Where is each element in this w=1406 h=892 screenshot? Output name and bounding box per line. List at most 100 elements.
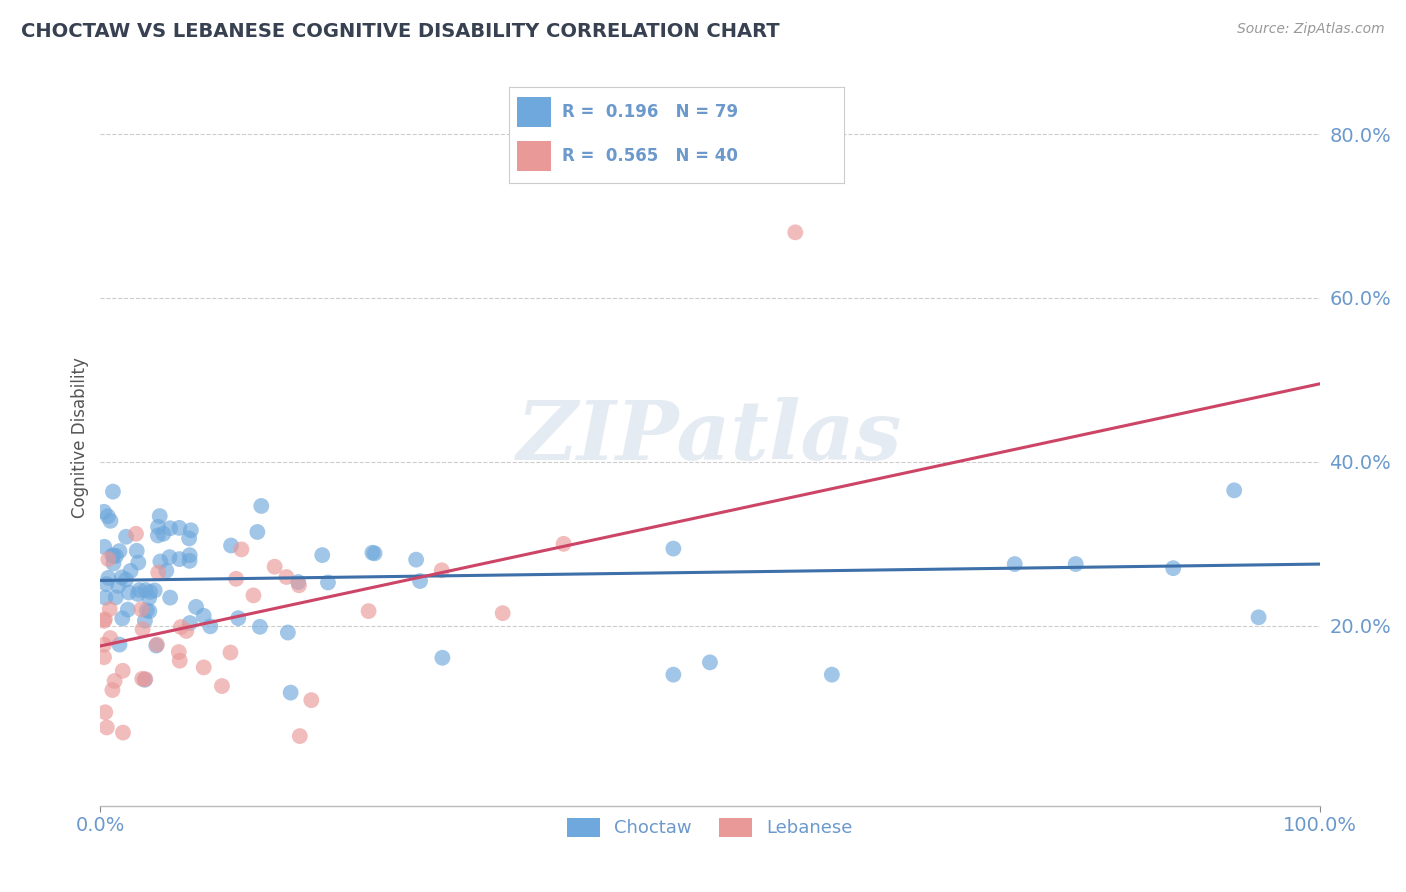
Point	[97, 571, 120, 585]
Point	[287, 575, 309, 590]
Point	[169, 552, 191, 566]
Point	[125, 526, 148, 541]
Point	[1004, 557, 1026, 571]
Point	[98, 631, 121, 645]
Point	[115, 573, 138, 587]
Point	[146, 520, 169, 534]
Point	[98, 602, 121, 616]
Point	[148, 566, 170, 580]
Point	[225, 572, 247, 586]
Point	[179, 548, 201, 562]
Point	[170, 620, 193, 634]
Point	[131, 622, 153, 636]
Point	[363, 546, 385, 560]
Point	[97, 509, 120, 524]
Point	[115, 530, 138, 544]
Point	[405, 552, 427, 566]
Point	[180, 523, 202, 537]
Point	[288, 729, 311, 743]
Point	[128, 583, 150, 598]
Point	[159, 591, 181, 605]
Point	[263, 559, 285, 574]
Point	[276, 570, 298, 584]
Point	[1161, 561, 1184, 575]
Point	[134, 614, 156, 628]
Point	[135, 582, 157, 597]
Point	[179, 532, 201, 546]
Point	[242, 588, 264, 602]
Point	[249, 620, 271, 634]
Point	[94, 612, 117, 626]
Point	[104, 591, 127, 605]
Point	[193, 608, 215, 623]
Point	[111, 570, 134, 584]
Point	[146, 528, 169, 542]
Point	[101, 683, 124, 698]
Point	[246, 524, 269, 539]
Point	[135, 603, 157, 617]
Point	[111, 664, 134, 678]
Point	[280, 685, 302, 699]
Text: ZIPatlas: ZIPatlas	[517, 397, 903, 477]
Point	[662, 667, 685, 681]
Y-axis label: Cognitive Disability: Cognitive Disability	[72, 357, 89, 517]
Point	[361, 546, 384, 560]
Point	[167, 645, 190, 659]
Point	[103, 549, 125, 563]
Point	[120, 564, 142, 578]
Point	[155, 564, 177, 578]
Point	[104, 549, 127, 563]
Point	[138, 591, 160, 605]
Point	[107, 579, 129, 593]
Point	[101, 484, 124, 499]
Point	[1247, 610, 1270, 624]
Point	[143, 583, 166, 598]
Point	[357, 604, 380, 618]
Point	[103, 557, 125, 571]
Point	[1064, 557, 1087, 571]
Point	[138, 604, 160, 618]
Point	[179, 554, 201, 568]
Point	[93, 650, 115, 665]
Point	[149, 509, 172, 524]
Point	[200, 619, 222, 633]
Point	[492, 606, 515, 620]
Point	[96, 577, 118, 591]
Point	[430, 563, 453, 577]
Point	[311, 548, 333, 562]
Point	[432, 650, 454, 665]
Point	[219, 539, 242, 553]
Point	[111, 611, 134, 625]
Point	[231, 542, 253, 557]
Point	[553, 537, 575, 551]
Point	[127, 587, 149, 601]
Point	[1223, 483, 1246, 498]
Text: CHOCTAW VS LEBANESE COGNITIVE DISABILITY CORRELATION CHART: CHOCTAW VS LEBANESE COGNITIVE DISABILITY…	[21, 22, 780, 41]
Point	[97, 552, 120, 566]
Point	[93, 540, 115, 554]
Point	[146, 638, 169, 652]
Point	[103, 673, 125, 688]
Point	[159, 550, 181, 565]
Point	[93, 505, 115, 519]
Point	[129, 602, 152, 616]
Point	[193, 660, 215, 674]
Point	[94, 591, 117, 605]
Point	[699, 656, 721, 670]
Point	[134, 672, 156, 686]
Point	[139, 584, 162, 599]
Point	[179, 615, 201, 630]
Point	[93, 614, 115, 628]
Point	[101, 549, 124, 563]
Point	[93, 638, 115, 652]
Point	[145, 639, 167, 653]
Point	[169, 521, 191, 535]
Point	[662, 541, 685, 556]
Point	[100, 514, 122, 528]
Point	[118, 585, 141, 599]
Point	[299, 693, 322, 707]
Point	[127, 556, 149, 570]
Point	[226, 611, 249, 625]
Point	[219, 646, 242, 660]
Point	[152, 526, 174, 541]
